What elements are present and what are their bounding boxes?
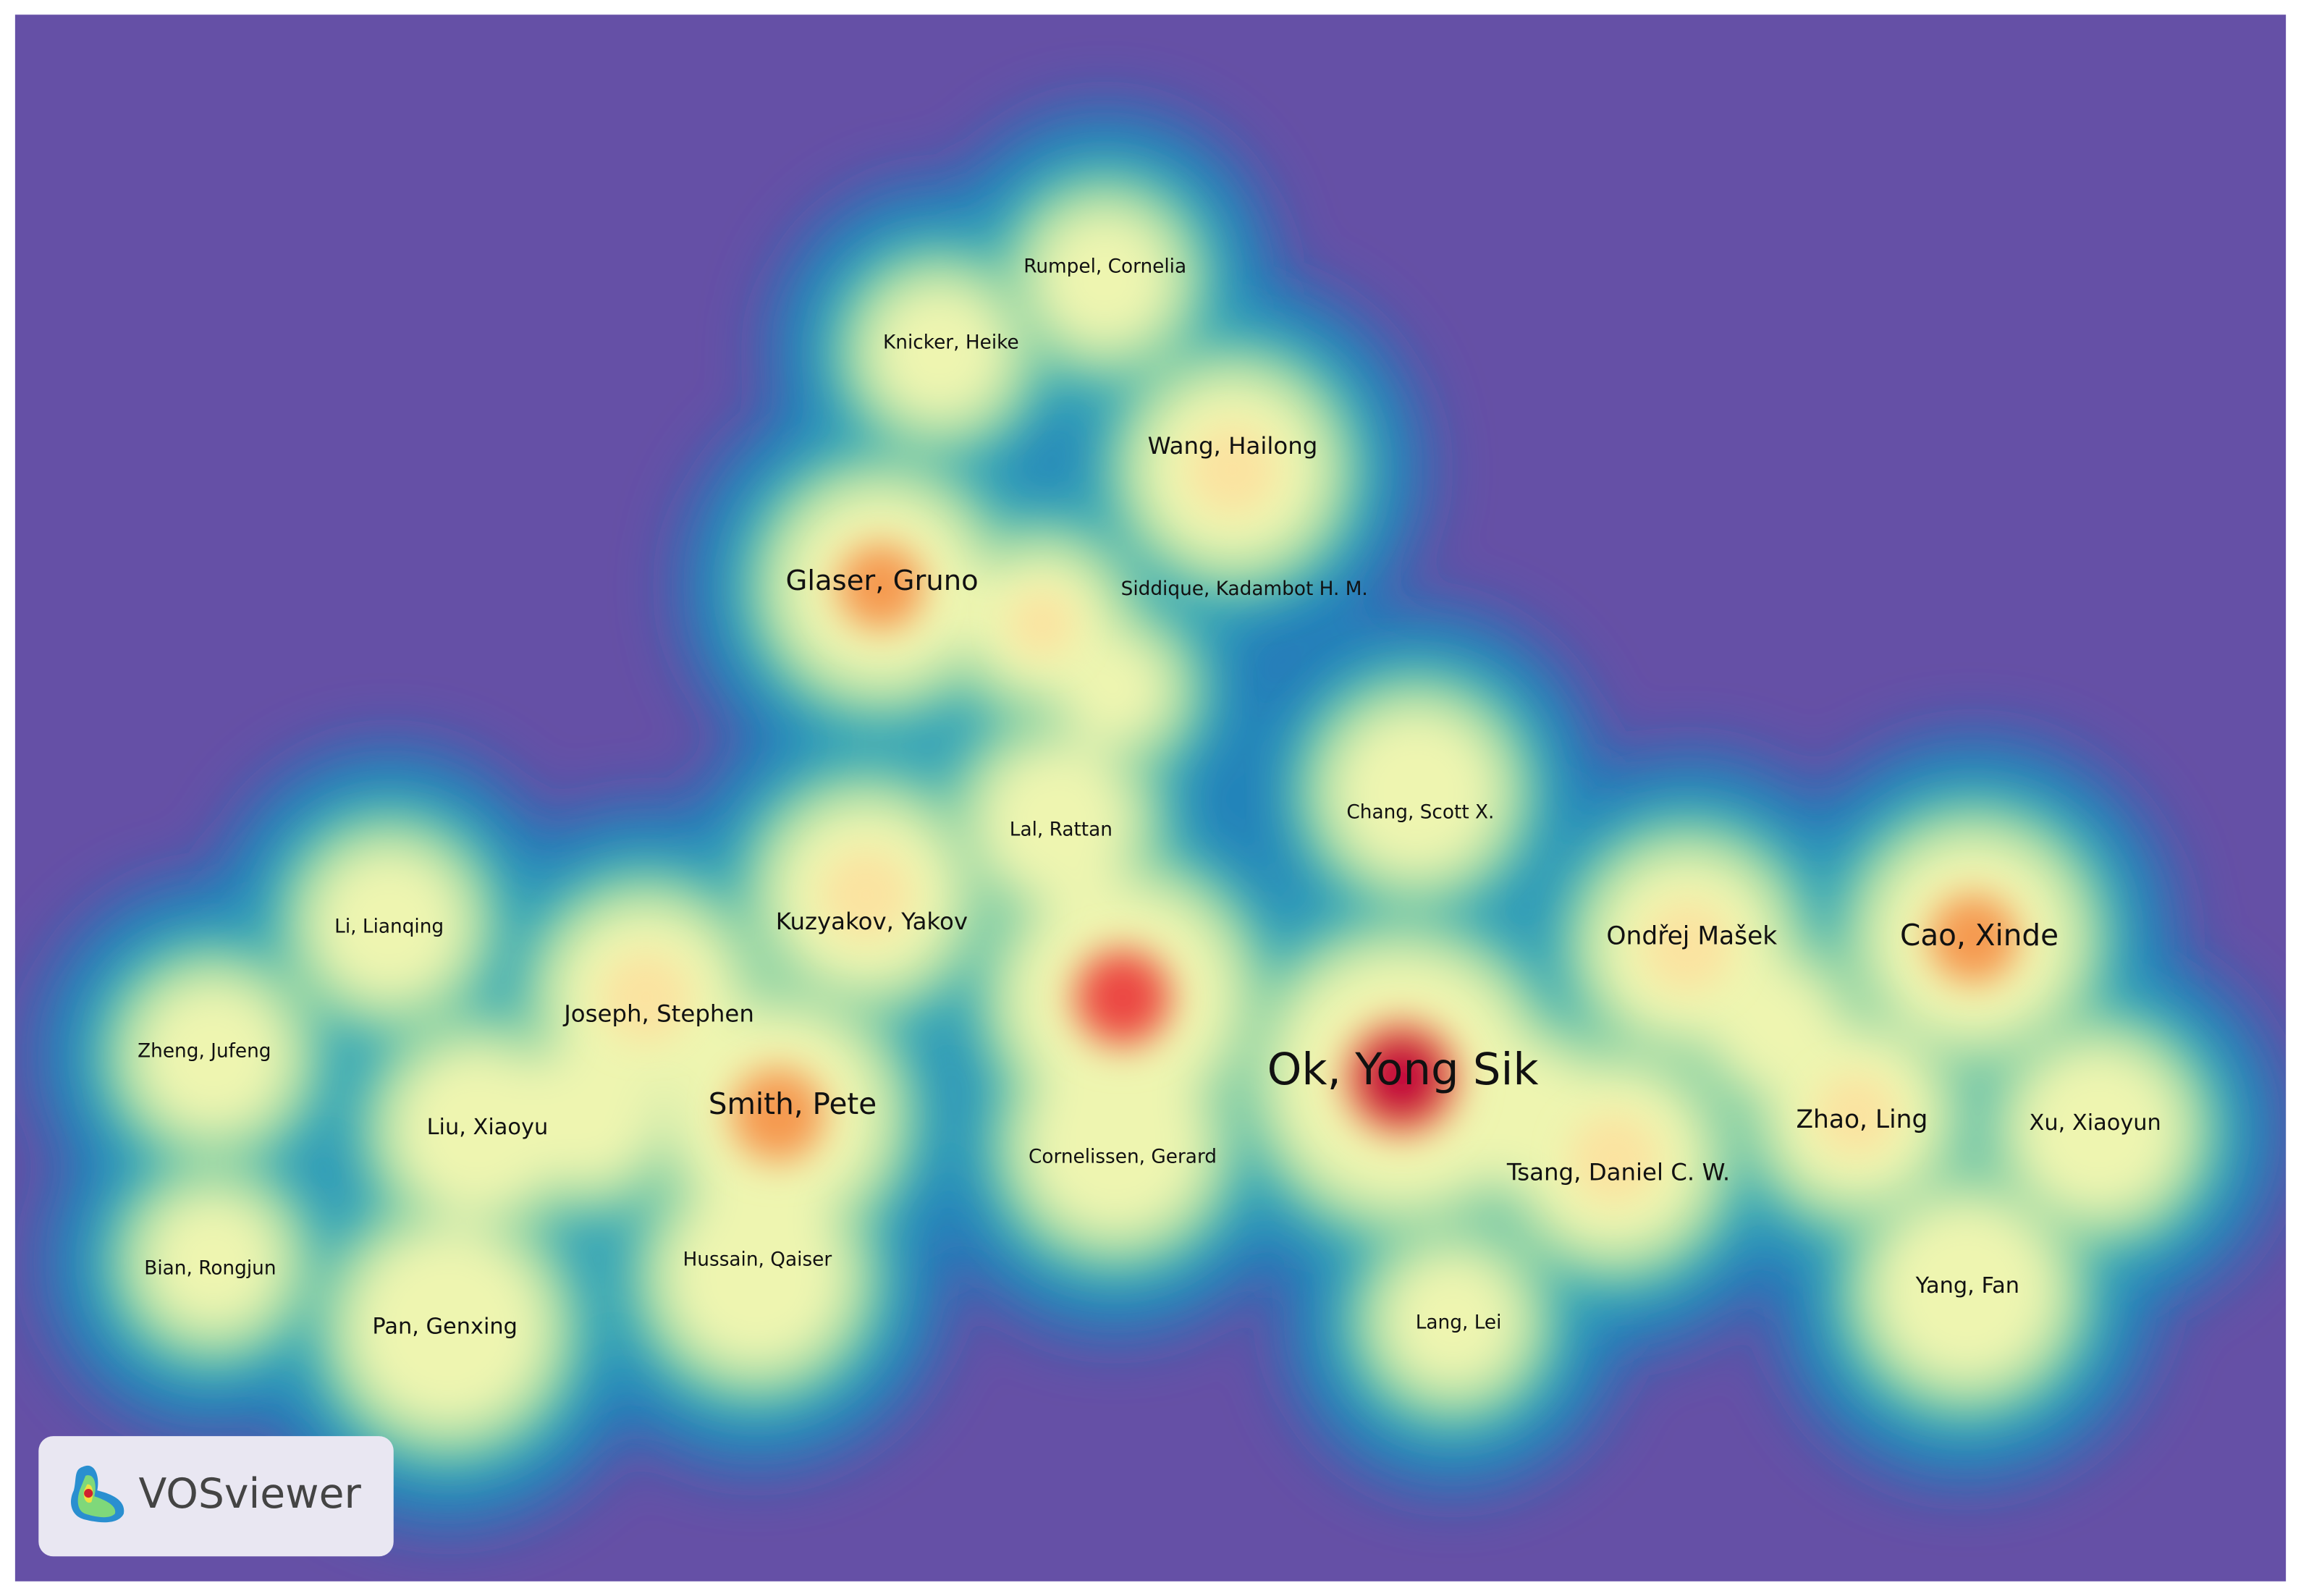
node-label: Glaser, Gruno [786,565,979,597]
density-blob [1709,960,1842,1093]
hotspots [601,425,2024,1204]
density-layer [37,109,2282,1526]
density-blob [2010,1041,2187,1218]
density-blob [345,1225,551,1430]
density-blob [1056,630,1174,748]
node-label: Liu, Xiaoyu [427,1115,549,1140]
density-blob [1327,704,1504,880]
density-blob [660,1181,852,1372]
node-label: Lal, Rattan [1010,819,1112,841]
logo-text: VOSviewer [138,1470,361,1518]
density-blob [976,740,1138,903]
hotspot [822,850,911,940]
node-label: Zheng, Jufeng [138,1041,271,1063]
node-label: Yang, Fan [1915,1273,2019,1299]
logo-box [38,1436,394,1557]
density-blob [513,1041,661,1188]
node-label: Joseph, Stephen [562,1000,754,1027]
labels: Rumpel, Cornelia Knicker, Heike Wang, Hail… [138,256,2161,1339]
hotspot [601,953,691,1042]
logo-icon [71,1465,124,1523]
hotspot [1009,591,1075,656]
node-label: Pan, Genxing [372,1314,518,1340]
hotspot [1073,948,1173,1047]
hotspot [1569,1114,1659,1204]
node-label: Li, Lianqing [334,916,444,937]
node-label: Siddique, Kadambot H. M. [1121,578,1368,600]
node-label: Smith, Pete [709,1086,877,1121]
node-label: Xu, Xiaoyun [2030,1110,2161,1136]
density-blob [1452,1041,1600,1188]
node-label: Tsang, Daniel C. W. [1506,1158,1730,1186]
node-label: Chang, Scott X. [1346,801,1494,823]
density-blob [308,843,470,1005]
node-label: Rumpel, Cornelia [1023,256,1186,277]
node-label: Lang, Lei [1416,1312,1502,1334]
density-blob [1031,205,1179,352]
density-blob [866,279,1013,426]
density-blob [132,975,294,1137]
density-blob [1379,1246,1527,1394]
node-label: Wang, Hailong [1148,432,1318,460]
node-label: Cornelissen, Gerard [1029,1147,1217,1168]
node-label: Knicker, Heike [883,332,1019,354]
hotspot [1358,1034,1445,1122]
node-label: Ondřej Mašek [1606,922,1777,951]
hotspot [1928,894,2019,984]
hotspot [837,543,924,630]
hotspot [730,1068,825,1162]
hotspot [1642,901,1732,991]
density-blob [1870,1195,2062,1387]
hotspot [1188,425,1278,514]
node-label: Ok, Yong Sik [1267,1044,1540,1095]
node-label: Zhao, Ling [1796,1105,1928,1134]
node-label: Cao, Xinde [1900,918,2059,953]
node-label: Bian, Rongjun [144,1258,276,1280]
node-label: Kuzyakov, Yakov [776,908,968,935]
density-blob [140,1188,287,1335]
node-label: Hussain, Qaiser [683,1249,832,1270]
density-band [132,205,2187,1430]
logo: VOSviewer [38,1436,394,1557]
hotspot [1815,1074,1897,1155]
